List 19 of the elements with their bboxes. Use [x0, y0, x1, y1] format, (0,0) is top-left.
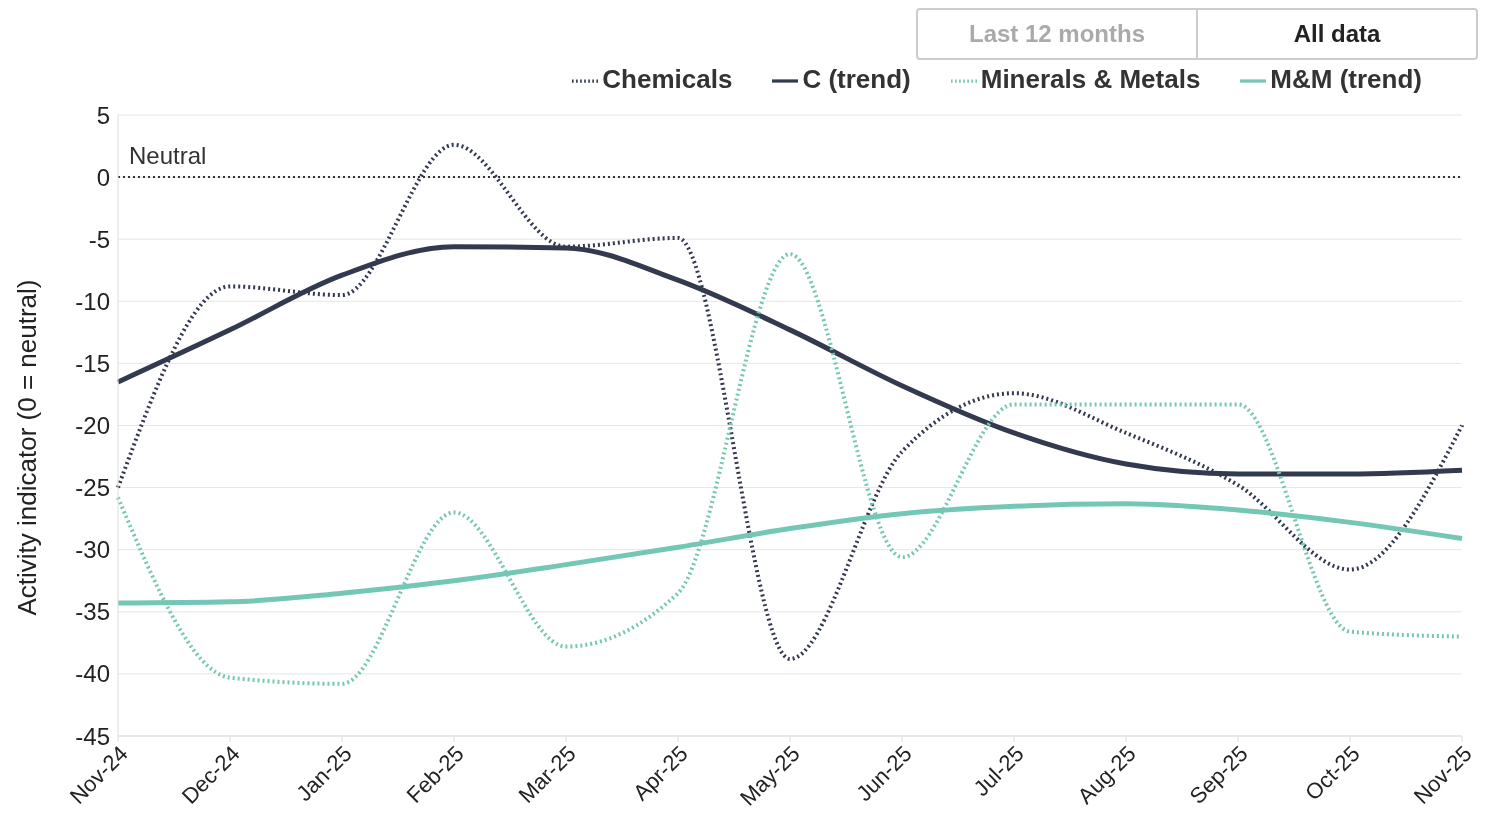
y-tick-label: -15 [75, 349, 110, 377]
button-group: Last 12 months All data [8, 8, 1478, 60]
y-tick-label: -40 [75, 660, 110, 688]
y-tick-label: -20 [75, 412, 110, 440]
ref-line-label: Neutral [129, 141, 207, 169]
legend-label: C (trend) [802, 64, 911, 94]
legend-label: Minerals & Metals [980, 64, 1201, 94]
y-tick-label: 0 [96, 163, 110, 191]
legend-label: M&M (trend) [1270, 64, 1422, 94]
y-tick-label: -35 [75, 598, 110, 626]
y-tick-label: -10 [75, 287, 110, 315]
y-axis-title: Activity indicator (0 = neutral) [12, 279, 43, 616]
y-tick-label: -5 [88, 225, 110, 253]
legend-label: Chemicals [602, 64, 733, 94]
y-tick-label: -30 [75, 536, 110, 564]
y-tick-label: -45 [75, 722, 110, 750]
y-tick-label: -25 [75, 474, 110, 502]
line-series [116, 142, 1464, 661]
y-tick-label: 5 [96, 101, 110, 129]
